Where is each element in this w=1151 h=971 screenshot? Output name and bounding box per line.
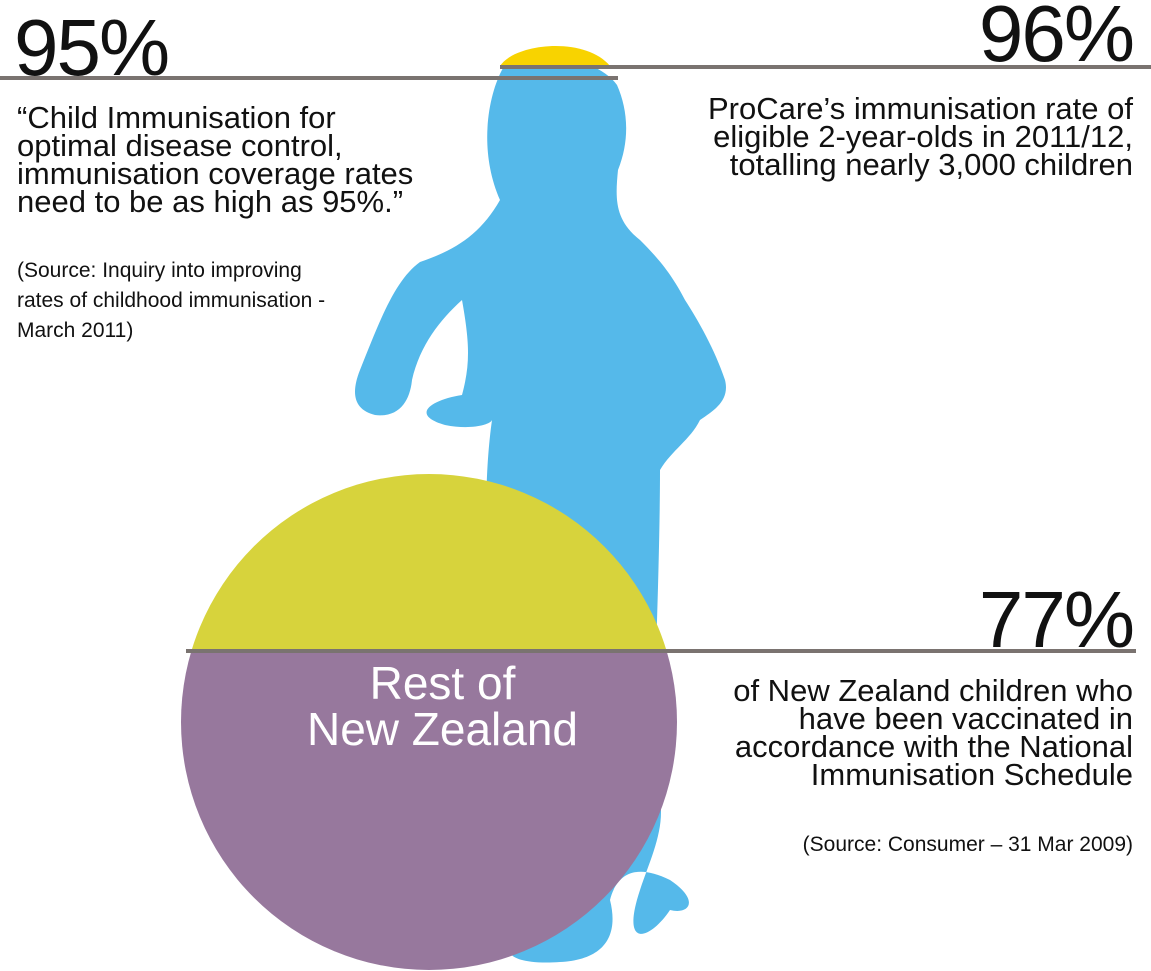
procare-description: ProCare’s immunisation rate of eligible … — [708, 91, 1133, 182]
circle-label: Rest of New Zealand — [306, 657, 579, 755]
quote-source: (Source: Inquiry into improving rates of… — [17, 259, 326, 342]
stat-77-value: 77% — [978, 575, 1135, 664]
immunisation-quote: “Child Immunisation for optimal disease … — [17, 100, 414, 219]
stat-96-value: 96% — [978, 0, 1135, 78]
stat-95-value: 95% — [14, 3, 170, 92]
pie-circle-icon — [181, 474, 677, 970]
nz-description: of New Zealand children who have been va… — [733, 673, 1133, 792]
nz-source: (Source: Consumer – 31 Mar 2009) — [802, 833, 1133, 856]
